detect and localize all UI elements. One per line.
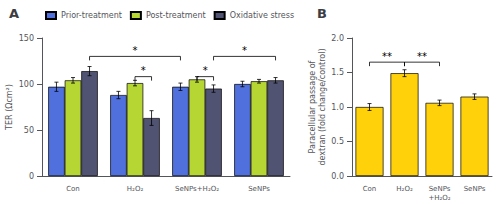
svg-text:H₂O₂: H₂O₂ xyxy=(396,185,413,193)
svg-text:Con: Con xyxy=(66,185,80,193)
svg-text:2.0: 2.0 xyxy=(331,34,344,43)
svg-text:Post-treatment: Post-treatment xyxy=(146,11,206,20)
svg-text:A: A xyxy=(9,6,19,21)
svg-text:*: * xyxy=(242,45,247,56)
svg-text:*: * xyxy=(133,45,138,56)
svg-text:SeNPs+H₂O₂: SeNPs+H₂O₂ xyxy=(175,185,219,193)
svg-text:150: 150 xyxy=(19,34,34,43)
svg-text:dextran (fold change/control): dextran (fold change/control) xyxy=(318,48,327,165)
svg-text:*: * xyxy=(141,65,146,76)
svg-text:**: ** xyxy=(382,51,392,62)
svg-text:SeNPs: SeNPs xyxy=(464,185,486,193)
svg-text:TER (Ωcm²): TER (Ωcm²) xyxy=(5,84,14,131)
svg-text:SeNPs: SeNPs xyxy=(429,185,451,193)
svg-text:50: 50 xyxy=(24,126,34,135)
svg-text:100: 100 xyxy=(19,80,34,89)
svg-text:0: 0 xyxy=(29,172,34,181)
svg-text:1.0: 1.0 xyxy=(331,103,344,112)
svg-text:Prior-treatment: Prior-treatment xyxy=(61,11,122,20)
svg-text:*: * xyxy=(203,65,208,76)
svg-text:0.0: 0.0 xyxy=(331,172,344,181)
svg-text:+H₂O₂: +H₂O₂ xyxy=(428,194,450,202)
svg-text:Oxidative stress: Oxidative stress xyxy=(230,11,294,20)
svg-text:H₂O₂: H₂O₂ xyxy=(127,185,144,193)
svg-text:Paracellular passage of: Paracellular passage of xyxy=(308,60,317,153)
svg-text:0.5: 0.5 xyxy=(331,137,344,146)
svg-text:B: B xyxy=(317,6,327,21)
svg-text:1.5: 1.5 xyxy=(331,68,344,77)
svg-text:**: ** xyxy=(417,51,427,62)
svg-text:Con: Con xyxy=(363,185,377,193)
svg-text:SeNPs: SeNPs xyxy=(248,185,270,193)
